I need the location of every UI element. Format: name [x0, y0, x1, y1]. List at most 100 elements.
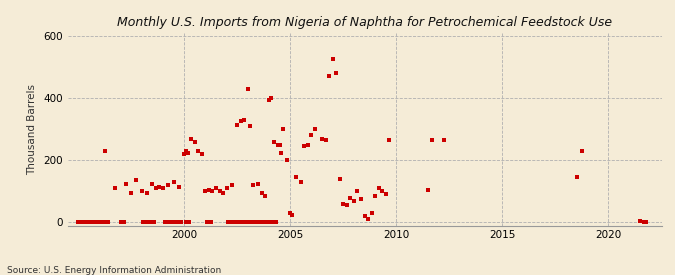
Point	[274, 142, 285, 147]
Point	[119, 220, 130, 225]
Point	[193, 149, 204, 153]
Point	[173, 220, 184, 225]
Point	[331, 71, 342, 76]
Point	[265, 96, 276, 100]
Point	[236, 220, 246, 225]
Point	[384, 138, 395, 142]
Point	[90, 220, 101, 225]
Point	[278, 127, 289, 131]
Point	[147, 182, 158, 186]
Point	[163, 183, 173, 187]
Point	[202, 220, 213, 225]
Point	[165, 220, 176, 225]
Point	[241, 220, 252, 225]
Point	[290, 175, 301, 180]
Point	[228, 220, 239, 225]
Point	[338, 202, 349, 206]
Point	[310, 127, 321, 131]
Point	[242, 87, 253, 91]
Point	[200, 189, 211, 194]
Point	[423, 188, 433, 192]
Point	[110, 186, 121, 191]
Point	[97, 220, 108, 225]
Point	[217, 191, 228, 195]
Point	[180, 220, 191, 225]
Point	[239, 118, 250, 122]
Point	[96, 220, 107, 225]
Point	[324, 74, 335, 79]
Point	[259, 220, 269, 225]
Point	[299, 144, 310, 148]
Point	[271, 220, 281, 225]
Point	[83, 220, 94, 225]
Point	[366, 211, 377, 215]
Point	[179, 152, 190, 156]
Point	[635, 219, 646, 223]
Point	[244, 220, 255, 225]
Point	[73, 220, 84, 225]
Point	[186, 136, 196, 141]
Point	[159, 220, 170, 225]
Point	[190, 139, 200, 144]
Point	[76, 220, 87, 225]
Text: Source: U.S. Energy Information Administration: Source: U.S. Energy Information Administ…	[7, 266, 221, 275]
Point	[168, 180, 179, 184]
Point	[239, 220, 250, 225]
Point	[167, 220, 178, 225]
Point	[184, 220, 195, 225]
Point	[223, 220, 234, 225]
Point	[320, 138, 331, 142]
Point	[576, 149, 587, 153]
Point	[248, 183, 259, 187]
Point	[103, 220, 113, 225]
Point	[327, 57, 338, 62]
Point	[120, 182, 131, 186]
Point	[136, 189, 147, 194]
Point	[94, 220, 105, 225]
Point	[140, 220, 151, 225]
Point	[262, 220, 273, 225]
Point	[131, 178, 142, 183]
Point	[287, 212, 298, 217]
Point	[380, 192, 391, 197]
Point	[234, 220, 244, 225]
Point	[250, 220, 261, 225]
Point	[296, 180, 306, 184]
Point	[251, 220, 262, 225]
Point	[373, 186, 384, 191]
Point	[204, 188, 215, 192]
Point	[370, 194, 381, 198]
Point	[237, 220, 248, 225]
Point	[427, 138, 437, 142]
Point	[232, 122, 242, 127]
Point	[639, 220, 649, 225]
Point	[143, 220, 154, 225]
Point	[211, 186, 221, 191]
Point	[439, 138, 450, 142]
Point	[173, 185, 184, 189]
Point	[207, 189, 218, 194]
Point	[246, 220, 256, 225]
Point	[345, 195, 356, 200]
Point	[145, 220, 156, 225]
Title: Monthly U.S. Imports from Nigeria of Naphtha for Petrochemical Feedstock Use: Monthly U.S. Imports from Nigeria of Nap…	[117, 16, 612, 29]
Point	[227, 183, 238, 187]
Point	[196, 152, 207, 156]
Point	[157, 186, 168, 191]
Point	[171, 220, 182, 225]
Point	[138, 220, 149, 225]
Point	[306, 133, 317, 138]
Point	[117, 220, 128, 225]
Point	[80, 220, 90, 225]
Point	[115, 220, 126, 225]
Point	[352, 189, 363, 194]
Point	[254, 220, 265, 225]
Point	[180, 149, 191, 153]
Point	[273, 142, 284, 147]
Point	[161, 220, 172, 225]
Point	[256, 191, 267, 195]
Point	[356, 197, 367, 201]
Point	[148, 220, 159, 225]
Point	[87, 220, 98, 225]
Point	[281, 158, 292, 163]
